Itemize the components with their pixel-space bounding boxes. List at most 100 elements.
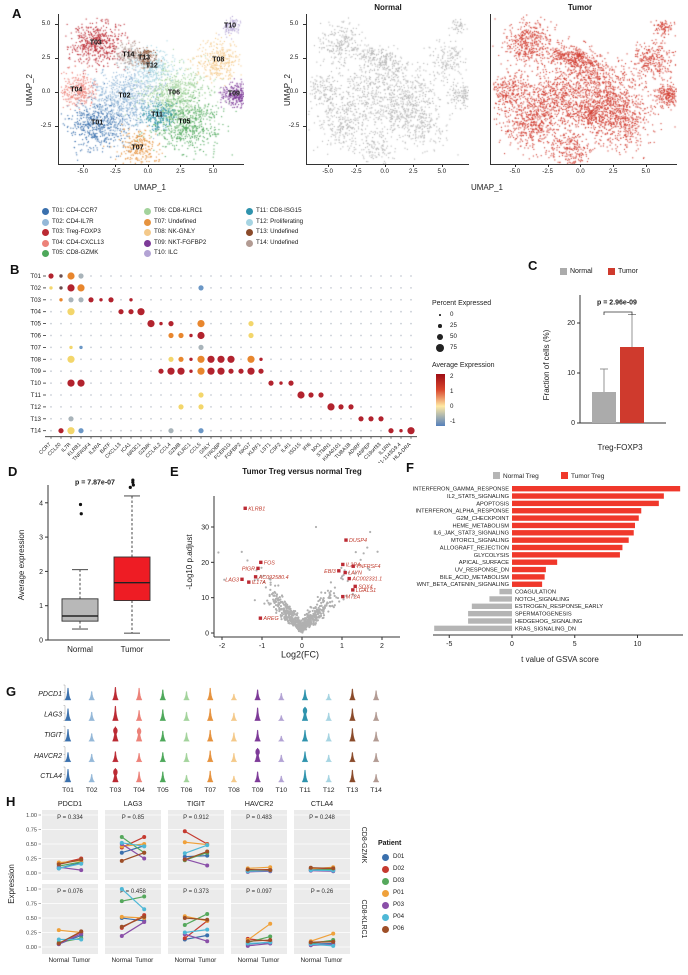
volcano-gene-label-AC092580.4: AC092580.4 (258, 575, 289, 581)
patient-swatch-P06 (382, 926, 389, 933)
cluster-label-T05: T05 (178, 118, 191, 126)
legend-item-T06: T06: CD8-KLRC1 (154, 207, 203, 214)
y-tick: 0.0 (289, 87, 299, 95)
volcano-gene-label-DUSP4: DUSP4 (349, 538, 367, 544)
legend-item-T07: T07: Undefined (154, 217, 197, 225)
volcano-gene-label-MT2A: MT2A (346, 595, 361, 601)
patient-legend-P03: P03 (393, 901, 405, 908)
patient-swatch-D01 (382, 854, 389, 861)
svg-text:T09: T09 (30, 368, 41, 375)
svg-text:0.75: 0.75 (26, 902, 37, 908)
colorbar-tick: 0 (450, 403, 454, 410)
svg-text:T06: T06 (181, 787, 193, 794)
volcano-gene-label-AREG: AREG (262, 616, 278, 622)
legend-swatch-T09 (144, 239, 151, 247)
svg-text:T01: T01 (62, 787, 74, 794)
svg-text:T11: T11 (299, 787, 310, 794)
cluster-label-T14: T14 (122, 51, 135, 59)
umap-normal-title: Normal (374, 3, 402, 12)
svg-text:20: 20 (567, 320, 575, 327)
svg-text:0.25: 0.25 (26, 931, 37, 937)
svg-text:20: 20 (201, 560, 209, 567)
gsva-category-label: HEDGEHOG_SIGNALING (515, 619, 582, 625)
gsva-category-label: UV_RESPONSE_DN (455, 567, 509, 573)
gsva-category-label: INTERFERON_ALPHA_RESPONSE (415, 509, 509, 515)
svg-text:0.25: 0.25 (26, 857, 37, 863)
svg-text:T07: T07 (30, 344, 41, 351)
svg-text:Normal: Normal (300, 957, 321, 964)
x-tick: -2.5 (350, 167, 362, 175)
legend-item-T14: T14: Undefined (256, 238, 299, 246)
gsva-category-label: SPERMATOGENESIS (515, 612, 572, 618)
volcano-gene-label-LAYN: LAYN (348, 571, 362, 577)
svg-text:T08: T08 (228, 787, 240, 794)
svg-text:T07: T07 (204, 787, 216, 794)
svg-text:P = 0.334: P = 0.334 (57, 815, 83, 821)
cluster-label-T07: T07 (131, 144, 144, 152)
legend-swatch-T08 (144, 229, 151, 237)
cluster-label-T10: T10 (223, 22, 236, 30)
x-tick: 5.0 (437, 167, 447, 175)
svg-text:P = 0.373: P = 0.373 (183, 889, 209, 895)
svg-text:0.00: 0.00 (26, 871, 37, 877)
svg-text:Normal Treg: Normal Treg (503, 473, 539, 480)
svg-text:30: 30 (201, 525, 209, 532)
gsva-category-label: MTORC1_SIGNALING (451, 538, 509, 544)
svg-text:1: 1 (39, 603, 43, 610)
legend-swatch-T11 (246, 208, 253, 215)
legend-item-T02: T02: CD4-IL7R (52, 217, 94, 225)
volcano-gene-label-LAG3: LAG3 (225, 577, 239, 583)
svg-text:Tumor: Tumor (198, 957, 217, 964)
svg-text:Normal: Normal (67, 645, 93, 654)
legend-swatch-T01 (42, 208, 49, 215)
svg-text:T02: T02 (86, 787, 98, 794)
colorbar-tick: 2 (450, 373, 454, 380)
size-legend-label: 50 (450, 333, 457, 340)
svg-text:T13: T13 (30, 416, 41, 423)
svg-text:P = 0.85: P = 0.85 (122, 815, 145, 821)
svg-text:0.00: 0.00 (26, 945, 37, 951)
legend-swatch-T04 (42, 239, 49, 247)
gsva-category-label: APOPTOSIS (476, 501, 509, 507)
svg-text:T11: T11 (31, 392, 42, 399)
gsva-category-label: INTERFERON_GAMMA_RESPONSE (413, 487, 510, 493)
gsva-category-label: HEME_METABOLISM (453, 523, 510, 529)
svg-text:CTLA4: CTLA4 (311, 799, 333, 808)
condition-swatch-normal (560, 268, 567, 275)
svg-text:T09: T09 (252, 787, 264, 794)
svg-text:10: 10 (567, 370, 575, 377)
legend-swatch-T06 (144, 208, 151, 215)
svg-text:0.75: 0.75 (26, 828, 37, 834)
y-tick: -2.5 (40, 121, 52, 129)
volcano-gene-label-IL17A: IL17A (252, 580, 266, 586)
boxplot-p-value: p = 7.87e-07 (75, 479, 115, 487)
svg-text:10: 10 (201, 595, 209, 602)
x-tick: 2.5 (408, 167, 418, 175)
svg-text:HAVCR2: HAVCR2 (34, 753, 62, 760)
svg-text:T01: T01 (30, 273, 41, 280)
svg-text:P = 0.076: P = 0.076 (57, 889, 83, 895)
gsva-svg: INTERFERON_GAMMA_RESPONSEIL2_STAT5_SIGNA… (413, 472, 683, 648)
gsva-category-label: ALLOGRAFT_REJECTION (440, 545, 509, 551)
svg-text:10: 10 (634, 641, 642, 648)
svg-text:Normal: Normal (174, 957, 195, 964)
svg-text:-1: -1 (259, 643, 265, 650)
svg-text:T06: T06 (30, 333, 41, 340)
svg-text:TIGIT: TIGIT (44, 732, 63, 739)
cluster-label-T02: T02 (118, 92, 131, 100)
svg-text:Tumor: Tumor (261, 957, 280, 964)
patient-legend-D02: D02 (393, 865, 405, 872)
svg-text:T08: T08 (30, 356, 41, 363)
x-tick: 0.0 (380, 167, 390, 175)
patient-swatch-P04 (382, 914, 389, 921)
patient-swatch-D02 (382, 866, 389, 873)
legend-swatch-T02 (42, 218, 49, 226)
expression-colorbar (436, 374, 445, 426)
umap1-x-axis-label: UMAP_1 (133, 183, 167, 192)
y-tick: 0.0 (41, 87, 51, 95)
patient-legend-P01: P01 (393, 889, 405, 896)
size-legend-dot (435, 343, 445, 353)
gsva-category-label: NOTCH_SIGNALING (515, 597, 569, 603)
x-tick: 2.5 (176, 167, 185, 175)
